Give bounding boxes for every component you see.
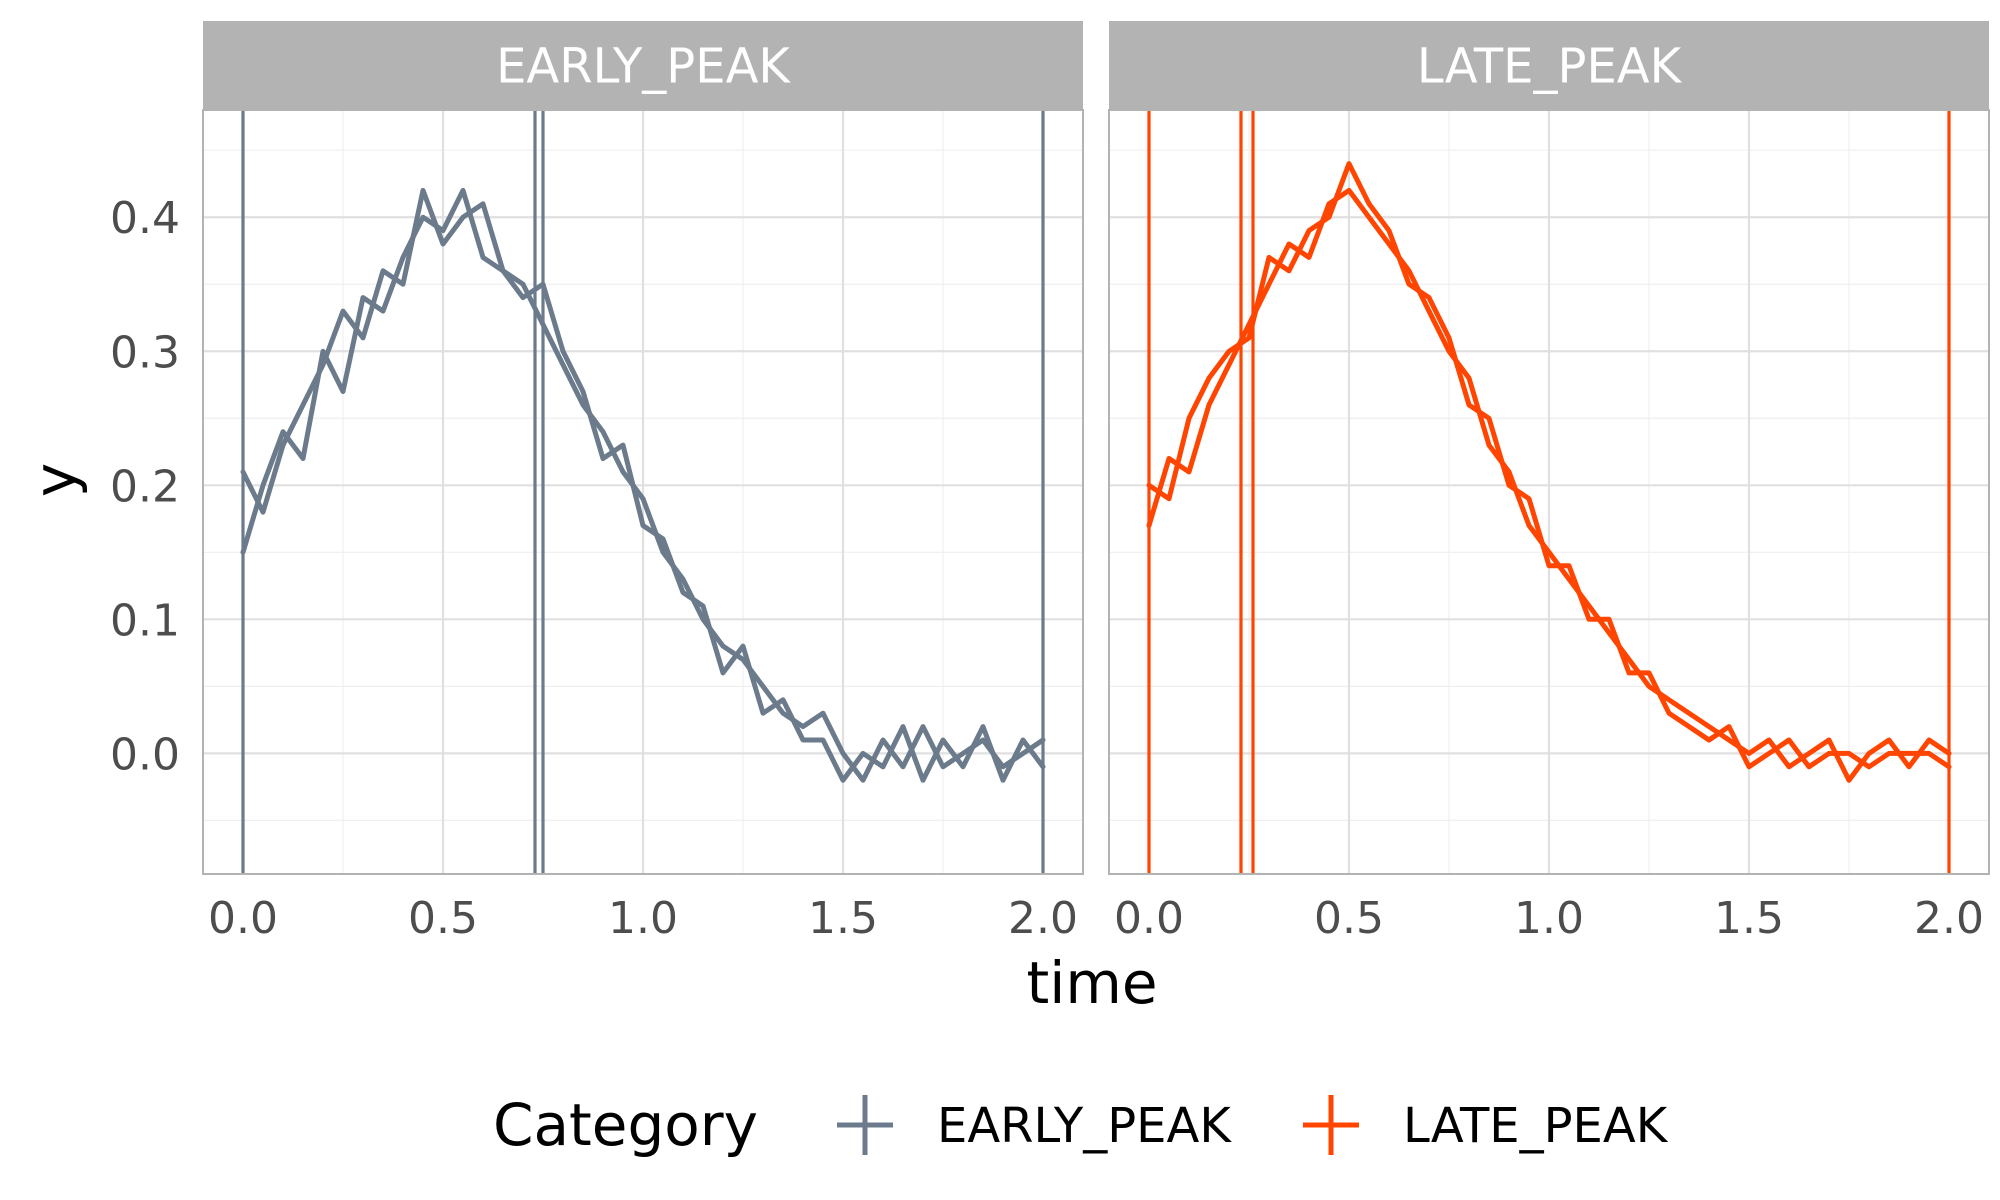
series-line-1 <box>1146 187 1952 783</box>
x-tick-label: 2.0 <box>1008 893 1078 944</box>
x-tick-label: 1.0 <box>1514 893 1584 944</box>
y-axis-title: y <box>21 463 89 497</box>
y-tick-label: 0.4 <box>110 193 180 244</box>
facet-panel-early-peak: EARLY_PEAK <box>202 21 1084 875</box>
legend: Category EARLY_PEAK LATE_PEAK <box>493 1091 1669 1159</box>
legend-item-early-peak: EARLY_PEAK <box>837 1095 1232 1155</box>
y-tick-label: 0.0 <box>110 729 180 780</box>
panel-border <box>202 109 1084 875</box>
panel-border <box>1108 109 1990 875</box>
y-axis-tick-labels: 0.0 0.1 0.2 0.3 0.4 <box>110 193 180 780</box>
y-tick-label: 0.3 <box>110 327 180 378</box>
facet-strip-label: LATE_PEAK <box>1417 39 1683 95</box>
x-tick-label: 0.5 <box>408 893 478 944</box>
legend-title: Category <box>493 1091 758 1159</box>
x-axis-tick-labels: 0.0 0.5 1.0 1.5 2.0 0.0 0.5 1.0 1.5 2.0 <box>208 893 1984 944</box>
series-line-2 <box>240 187 1046 783</box>
x-tick-label: 0.0 <box>1114 893 1184 944</box>
x-tick-label: 0.0 <box>208 893 278 944</box>
x-axis-title: time <box>1026 949 1157 1017</box>
legend-item-label: LATE_PEAK <box>1403 1098 1669 1154</box>
facet-strip <box>1109 21 1989 110</box>
legend-item-label: EARLY_PEAK <box>937 1098 1232 1154</box>
facet-panel-late-peak: LATE_PEAK <box>1108 21 1990 875</box>
facet-strip-label: EARLY_PEAK <box>496 39 791 95</box>
x-tick-label: 1.5 <box>808 893 878 944</box>
series-line-2 <box>1146 161 1952 770</box>
facet-panels: EARLY_PEAK LATE_PEAK <box>202 21 1990 875</box>
y-tick-label: 0.2 <box>110 461 180 512</box>
x-tick-label: 1.0 <box>608 893 678 944</box>
x-tick-label: 0.5 <box>1314 893 1384 944</box>
y-tick-label: 0.1 <box>110 595 180 646</box>
facet-strip <box>203 21 1083 110</box>
series-line-1 <box>240 187 1046 783</box>
legend-item-late-peak: LATE_PEAK <box>1303 1095 1669 1155</box>
x-tick-label: 1.5 <box>1714 893 1784 944</box>
x-tick-label: 2.0 <box>1914 893 1984 944</box>
